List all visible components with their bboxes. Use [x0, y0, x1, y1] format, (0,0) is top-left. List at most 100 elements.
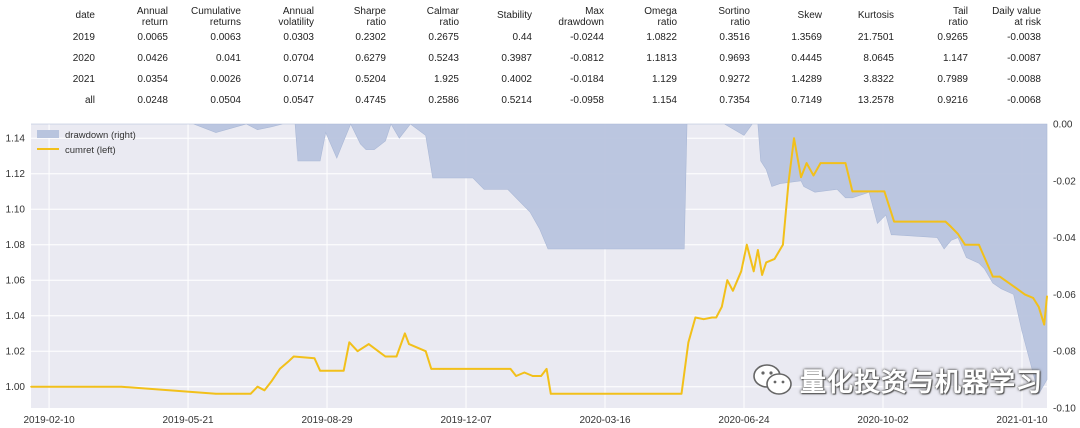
cumret-point: [523, 371, 526, 374]
table-cell: 0.0504: [210, 95, 241, 106]
table-header-cell: Annual volatility: [278, 6, 314, 28]
cumret-point: [740, 270, 742, 273]
table-cell: 0.4445: [791, 53, 822, 64]
table-cell: 1.925: [433, 74, 459, 85]
cumret-point: [94, 385, 96, 388]
cumret-point: [220, 393, 223, 395]
cumret-point: [746, 243, 748, 246]
cumret-point: [215, 393, 217, 395]
x-tick-label: 2019-02-10: [23, 415, 75, 426]
table-cell: 13.2578: [857, 95, 894, 106]
table-cell: -0.0068: [1007, 95, 1041, 106]
cumret-point: [244, 393, 246, 395]
cumret-point: [819, 162, 822, 164]
cumret-point: [711, 316, 713, 319]
table-cell: -0.0088: [1007, 74, 1041, 85]
table-header-cell: Calmar ratio: [426, 6, 459, 28]
table-cell: 1.3569: [791, 32, 822, 43]
table-cell: 1.129: [651, 74, 677, 85]
table-header-cell: Daily value at risk: [992, 6, 1041, 28]
table-cell: 0.0704: [283, 53, 314, 64]
cumret-point: [515, 375, 517, 377]
cumret-point: [229, 393, 231, 395]
legend-label: drawdown (right): [65, 130, 136, 141]
stats-table: date Annual return Cumulative returns Annua…: [0, 0, 1080, 118]
cumret-line-layer: [30, 137, 1048, 395]
table-cell: -0.0038: [1007, 32, 1041, 43]
cumret-point: [356, 350, 359, 352]
cumret-point: [773, 258, 776, 260]
table-cell: 0.5243: [428, 53, 459, 64]
left-y-tick-label: 1.10: [6, 205, 26, 216]
cumret-point: [313, 357, 316, 360]
table-cell: -0.0184: [570, 74, 604, 85]
cumret-point: [1014, 286, 1016, 289]
cumret-point: [334, 369, 337, 372]
cumret-point: [292, 355, 295, 358]
table-cell: 1.4289: [791, 74, 822, 85]
cumret-point: [732, 290, 734, 292]
cumret-point: [443, 368, 445, 370]
table-cell: 0.9693: [719, 53, 750, 64]
cumret-point: [1024, 293, 1026, 296]
table-cell: 0.7149: [791, 95, 822, 106]
cumret-point: [812, 174, 815, 177]
table-header-cell: Annual return: [136, 6, 168, 28]
table-cell: 0.9216: [937, 95, 968, 106]
right-y-tick-label: -0.04: [1053, 233, 1076, 244]
table-cell: 0.2302: [355, 32, 386, 43]
table-cell: 8.0645: [863, 53, 894, 64]
cumret-point: [702, 318, 705, 320]
cumret-point: [865, 190, 868, 193]
cumret-point: [348, 341, 351, 344]
cumret-point: [438, 368, 441, 370]
left-y-tick-label: 1.06: [6, 276, 26, 287]
cumret-point: [404, 332, 406, 335]
cumret-point: [715, 316, 717, 319]
cumret-point: [893, 220, 895, 223]
right-y-tick-label: 0.00: [1053, 120, 1073, 131]
cumret-point: [964, 243, 966, 246]
table-cell: -0.0244: [570, 32, 604, 43]
cumret-point: [876, 190, 879, 193]
cumret-point: [851, 190, 854, 193]
cumret-point: [793, 137, 795, 139]
table-header-cell: date: [75, 10, 95, 21]
cumret-point: [256, 385, 259, 388]
x-tick-label: 2020-06-24: [718, 415, 770, 426]
cumret-point: [844, 162, 847, 164]
x-tick-label: 2021-01-10: [996, 415, 1048, 426]
left-y-tick-label: 1.04: [6, 311, 26, 322]
cumret-point: [509, 368, 512, 370]
table-header-cell: Sortino ratio: [718, 6, 750, 28]
table-row-label: 2019: [72, 32, 95, 43]
table-cell: 0.0248: [137, 95, 168, 106]
table-cell: 0.3987: [501, 53, 532, 64]
left-y-tick-label: 1.12: [6, 169, 26, 180]
table-cell: 1.147: [942, 53, 968, 64]
table-cell: 21.7501: [857, 32, 894, 43]
cumret-point: [726, 279, 729, 281]
table-header-cell: Omega ratio: [644, 6, 677, 28]
cumret-point: [761, 274, 763, 276]
cumret-point: [287, 361, 289, 363]
table-cell: -0.0087: [1007, 53, 1041, 64]
table-cell: 0.0026: [210, 74, 241, 85]
cumret-point: [449, 368, 452, 370]
table-cell: 0.0426: [137, 53, 168, 64]
table-cell: 0.6279: [355, 53, 386, 64]
table-cell: 0.0065: [137, 32, 168, 43]
table-row-label: all: [84, 95, 95, 106]
cumret-point: [765, 261, 767, 264]
cumret-point: [800, 176, 802, 178]
table-row-label: 2020: [72, 53, 95, 64]
table-cell: 0.041: [215, 53, 241, 64]
cumret-point: [249, 393, 252, 395]
cumret-point: [944, 220, 947, 223]
table-cell: 0.0063: [210, 32, 241, 43]
cumret-point: [680, 393, 683, 395]
cumret-point: [1037, 306, 1040, 308]
watermark-text: 量化投资与机器学习: [800, 366, 1044, 397]
cumret-point: [319, 369, 321, 372]
cumret-point: [270, 380, 273, 383]
